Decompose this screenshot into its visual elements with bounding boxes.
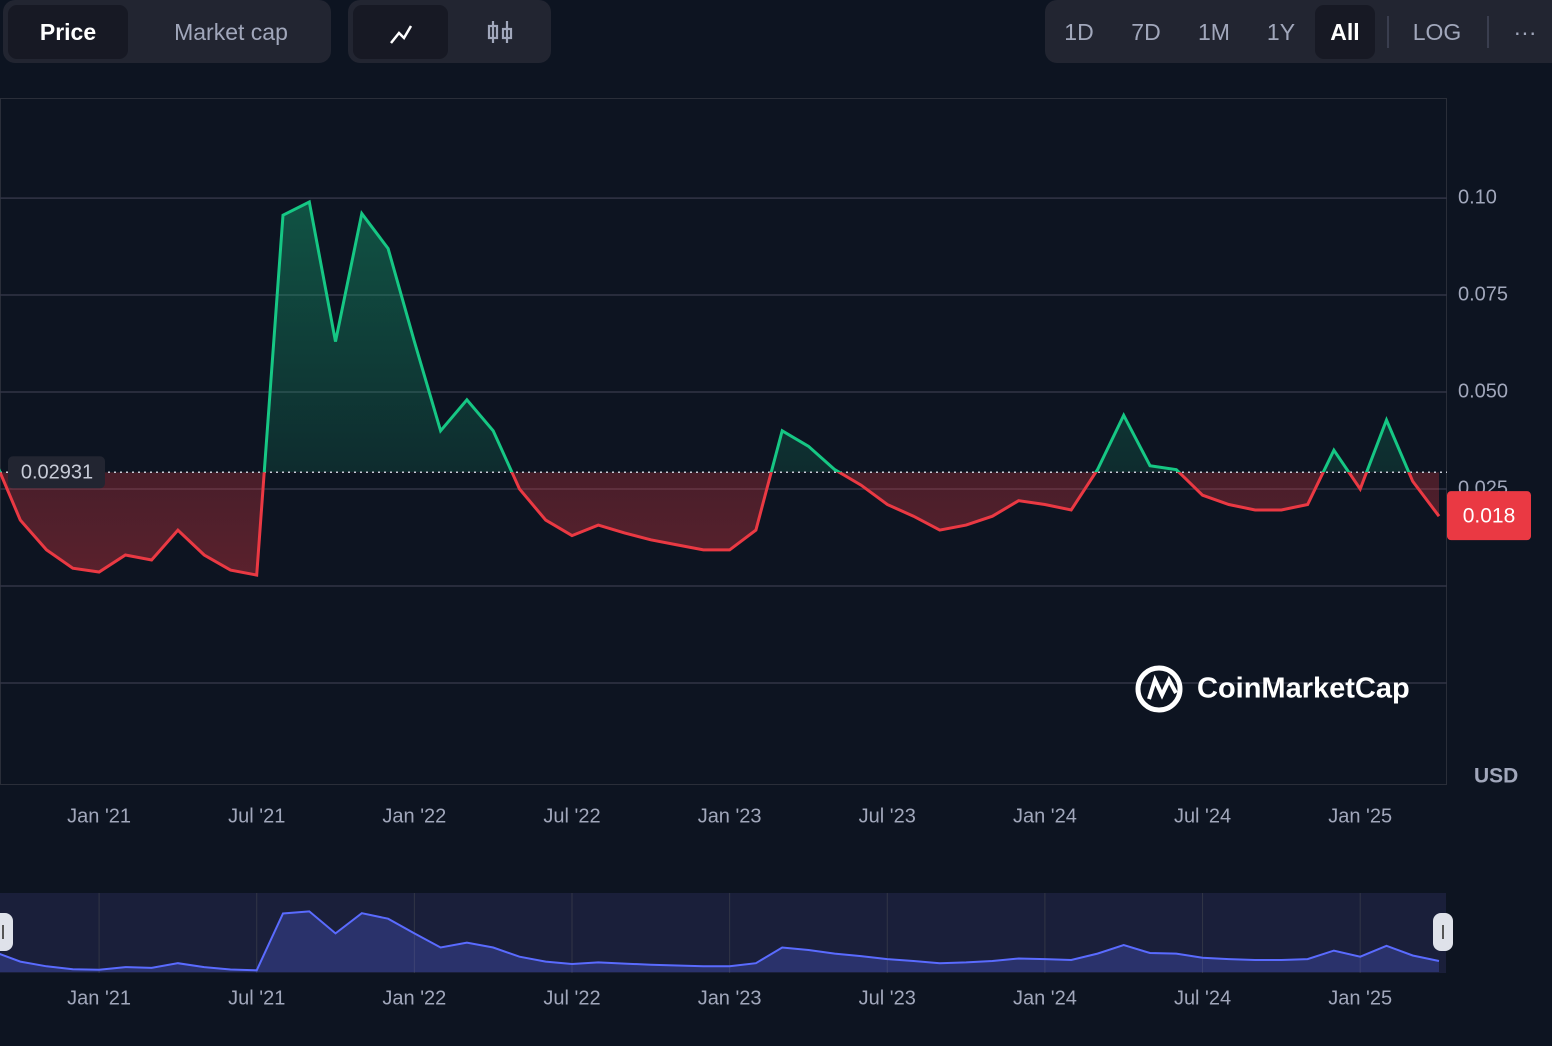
y-tick-label: 0.10 <box>1458 186 1497 208</box>
range-button[interactable]: 1Y <box>1266 19 1296 45</box>
x-tick-label: Jan '24 <box>1013 805 1077 827</box>
navigator-area <box>0 911 1439 972</box>
navigator-x-tick-label: Jul '22 <box>543 987 600 1009</box>
range-button[interactable]: All <box>1315 5 1375 59</box>
navigator-band <box>0 893 1446 973</box>
navigator-x-tick-label: Jul '24 <box>1174 987 1231 1009</box>
range-toggle: 1D 7D 1M 1Y All LOG ··· <box>1045 0 1552 63</box>
navigator-x-tick-label: Jul '21 <box>228 987 285 1009</box>
candle-icon <box>487 21 513 43</box>
x-tick-label: Jan '25 <box>1328 805 1392 827</box>
price-line-down <box>0 472 1441 577</box>
log-button[interactable]: LOG <box>1412 19 1462 45</box>
x-tick-label: Jul '21 <box>228 805 285 827</box>
unit-label: USD <box>1474 765 1518 788</box>
x-tick-label: Jul '22 <box>543 805 600 827</box>
watermark: CoinMarketCap <box>1135 665 1410 713</box>
market-cap-button[interactable]: Market cap <box>174 19 288 45</box>
view-toggle: Price Market cap <box>3 0 331 63</box>
separator <box>1387 16 1389 48</box>
watermark-text: CoinMarketCap <box>1197 673 1410 705</box>
price-tag-label: 0.018 <box>1463 505 1516 528</box>
area-down <box>0 472 1439 576</box>
plot-frame <box>0 98 1447 785</box>
y-tick-label: 0.050 <box>1458 380 1508 402</box>
baseline-label-box <box>8 456 105 489</box>
navigator-x-tick-label: Jan '21 <box>67 987 131 1009</box>
candle-chart-button[interactable] <box>453 5 546 59</box>
line-chart-button[interactable] <box>353 5 448 59</box>
navigator-x-tick-label: Jul '23 <box>859 987 916 1009</box>
navigator-x-tick-label: Jan '22 <box>382 987 446 1009</box>
more-button[interactable]: ··· <box>1513 19 1537 45</box>
x-tick-label: Jan '22 <box>382 805 446 827</box>
x-tick-label: Jul '24 <box>1174 805 1231 827</box>
chart-type-toggle <box>348 0 551 63</box>
navigator-x-tick-label: Jan '23 <box>698 987 762 1009</box>
x-tick-label: Jul '23 <box>859 805 916 827</box>
navigator-x-tick-label: Jan '24 <box>1013 987 1077 1009</box>
separator <box>1487 16 1489 48</box>
line-icon <box>390 25 413 44</box>
y-tick-label: 0.075 <box>1458 283 1508 305</box>
navigator-x-tick-label: Jan '25 <box>1328 987 1392 1009</box>
range-button[interactable]: 7D <box>1131 19 1161 45</box>
range-button[interactable]: 1D <box>1064 19 1094 45</box>
price-tag <box>1447 491 1531 541</box>
navigator-handle <box>0 913 13 951</box>
area-up <box>0 202 1409 473</box>
price-button[interactable]: Price <box>8 5 128 59</box>
x-tick-label: Jan '23 <box>698 805 762 827</box>
baseline-label: 0.02931 <box>21 462 93 484</box>
navigator-line <box>0 910 1440 972</box>
x-tick-label: Jan '21 <box>67 805 131 827</box>
range-button[interactable]: 1M <box>1198 19 1230 45</box>
